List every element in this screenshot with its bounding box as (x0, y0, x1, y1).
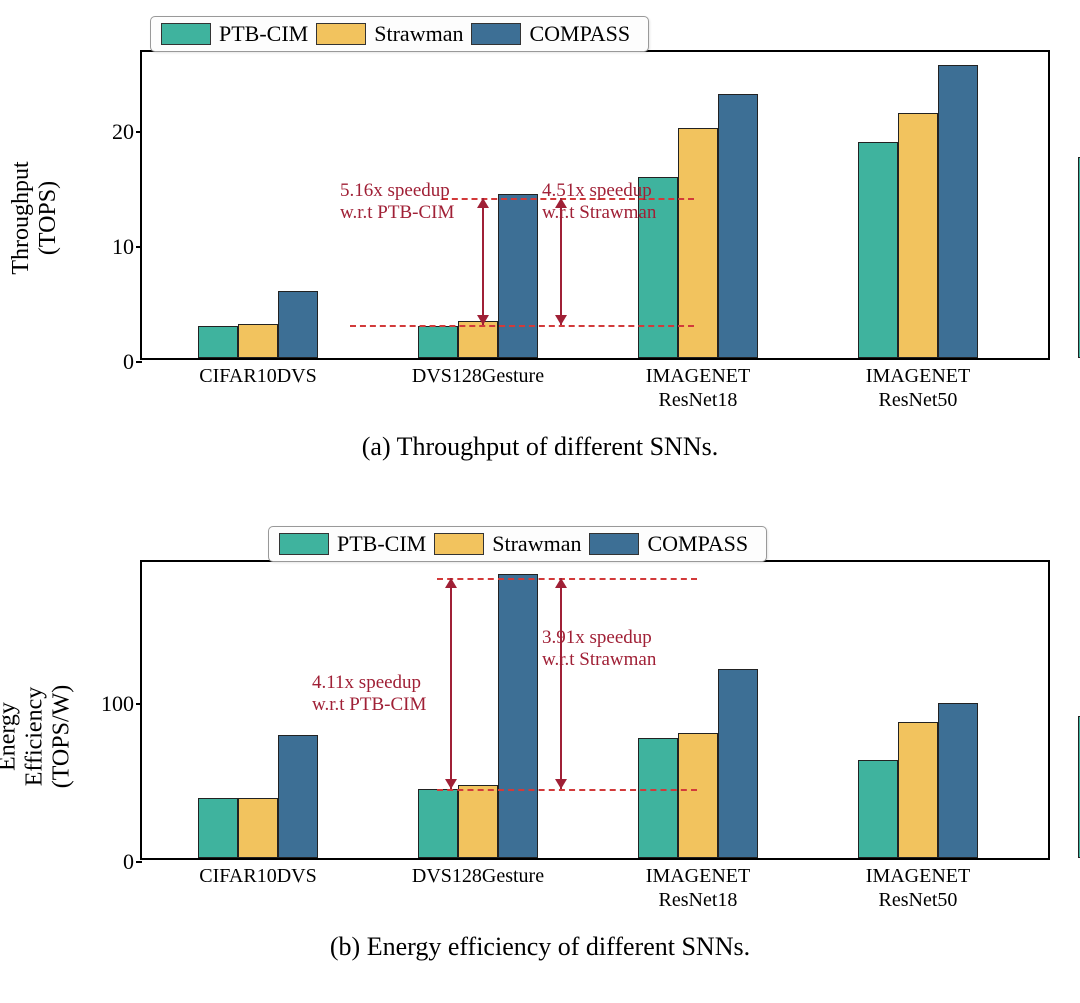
dashed-line (437, 789, 697, 791)
bar-cifar-strawman (238, 324, 278, 358)
bar-r50-strawman (898, 722, 938, 858)
legend-label-ptb_cim: PTB-CIM (219, 21, 316, 47)
legend-swatch-compass (589, 533, 639, 555)
xtick-cifar: CIFAR10DVS (199, 858, 316, 888)
ytick-mark (136, 703, 142, 705)
bar-dvs128-compass (498, 574, 538, 858)
bar-r18-compass (718, 669, 758, 858)
bar-r50-ptb_cim (858, 142, 898, 358)
legend-swatch-strawman (434, 533, 484, 555)
legend-label-strawman: Strawman (374, 21, 471, 47)
arrow-line (482, 198, 484, 325)
ylabel-a: Throughput (TOPS) (8, 138, 62, 298)
plot-frame-b: 0100CIFAR10DVSDVS128GestureIMAGENET ResN… (140, 560, 1050, 860)
legend-swatch-compass (471, 23, 521, 45)
bar-dvs128-ptb_cim (418, 326, 458, 358)
ytick-mark (136, 246, 142, 248)
bar-cifar-compass (278, 735, 318, 858)
legend-label-ptb_cim: PTB-CIM (337, 531, 434, 557)
arrow-head-down-icon (555, 779, 567, 789)
legend-a: PTB-CIM Strawman COMPASS (150, 16, 649, 52)
bar-r18-ptb_cim (638, 738, 678, 858)
bar-r18-compass (718, 94, 758, 358)
bar-r18-strawman (678, 128, 718, 358)
plot-frame-a: 01020CIFAR10DVSDVS128GestureIMAGENET Res… (140, 50, 1050, 360)
xtick-dvs128: DVS128Gesture (412, 858, 544, 888)
legend-item-ptb_cim: PTB-CIM (279, 531, 434, 557)
bar-cifar-ptb_cim (198, 326, 238, 358)
annotation-text: 4.11x speedup w.r.t PTB-CIM (312, 672, 426, 716)
legend-item-ptb_cim: PTB-CIM (161, 21, 316, 47)
annotation-text: 3.91x speedup w.r.t Strawman (542, 627, 656, 671)
legend-item-strawman: Strawman (316, 21, 471, 47)
legend-label-strawman: Strawman (492, 531, 589, 557)
arrow-head-up-icon (445, 578, 457, 588)
legend-swatch-ptb_cim (279, 533, 329, 555)
arrow-head-up-icon (477, 198, 489, 208)
arrow-head-up-icon (555, 578, 567, 588)
bar-dvs128-compass (498, 194, 538, 358)
dashed-line (437, 578, 697, 580)
ytick-mark (136, 861, 142, 863)
xtick-r18: IMAGENET ResNet18 (646, 858, 750, 912)
ytick-mark (136, 131, 142, 133)
bar-cifar-compass (278, 291, 318, 358)
arrow-line (450, 578, 452, 790)
xtick-cifar: CIFAR10DVS (199, 358, 316, 388)
xtick-dvs128: DVS128Gesture (412, 358, 544, 388)
arrow-head-up-icon (555, 198, 567, 208)
bar-r50-compass (938, 703, 978, 858)
arrow-line (560, 578, 562, 790)
xtick-r50: IMAGENET ResNet50 (866, 358, 970, 412)
bar-cifar-ptb_cim (198, 798, 238, 858)
xtick-r50: IMAGENET ResNet50 (866, 858, 970, 912)
legend-item-compass: COMPASS (589, 531, 756, 557)
bar-r50-compass (938, 65, 978, 358)
legend-item-strawman: Strawman (434, 531, 589, 557)
legend-label-compass: COMPASS (647, 531, 756, 557)
figure-b: PTB-CIM Strawman COMPASS 0100CIFAR10DVSDVS… (10, 520, 1070, 990)
bar-r50-ptb_cim (858, 760, 898, 858)
xtick-r18: IMAGENET ResNet18 (646, 358, 750, 412)
legend-swatch-strawman (316, 23, 366, 45)
bar-cifar-strawman (238, 798, 278, 858)
figure-a: PTB-CIM Strawman COMPASS 01020CIFAR10DVSDV… (10, 10, 1070, 480)
ylabel-b: Energy Efficiency (TOPS/W) (0, 657, 76, 817)
legend-item-compass: COMPASS (471, 21, 638, 47)
legend-b: PTB-CIM Strawman COMPASS (268, 526, 767, 562)
arrow-head-down-icon (445, 779, 457, 789)
arrow-head-down-icon (555, 315, 567, 325)
bar-dvs128-ptb_cim (418, 789, 458, 858)
arrow-head-down-icon (477, 315, 489, 325)
bar-r18-strawman (678, 733, 718, 858)
bar-dvs128-strawman (458, 785, 498, 858)
bar-r50-strawman (898, 113, 938, 358)
legend-swatch-ptb_cim (161, 23, 211, 45)
annotation-text: 5.16x speedup w.r.t PTB-CIM (340, 180, 454, 224)
legend-label-compass: COMPASS (529, 21, 638, 47)
ytick-mark (136, 361, 142, 363)
caption-b: (b) Energy efficiency of different SNNs. (10, 932, 1070, 962)
caption-a: (a) Throughput of different SNNs. (10, 432, 1070, 462)
dashed-line (350, 325, 694, 327)
